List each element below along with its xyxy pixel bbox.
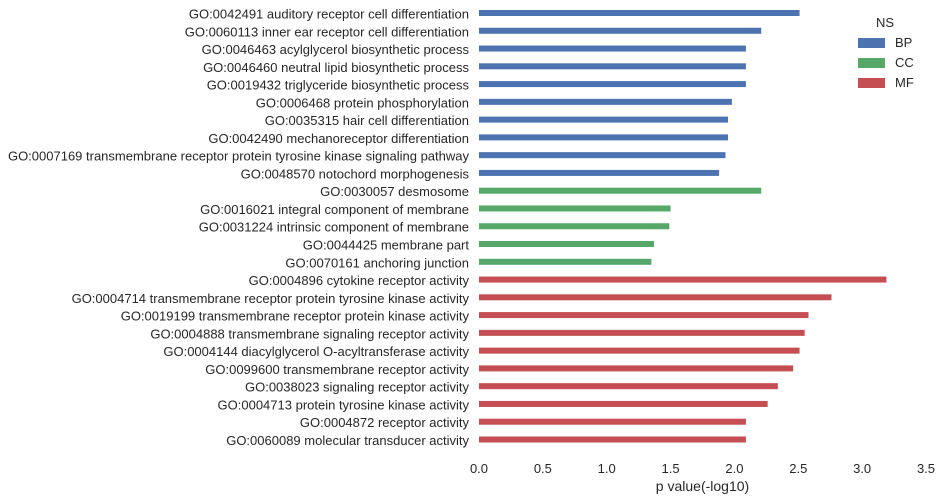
x-tick-label: 3.5 — [917, 461, 935, 476]
x-tick-label: 2.5 — [789, 461, 807, 476]
x-tick-label: 1.5 — [662, 461, 680, 476]
y-tick-label: GO:0006468 protein phosphorylation — [256, 95, 469, 110]
legend-swatch-bp — [858, 38, 885, 48]
y-tick-label: GO:0016021 integral component of membran… — [200, 202, 469, 217]
bar-cc — [479, 205, 671, 212]
x-tick-label: 0.5 — [534, 461, 552, 476]
bar-mf — [479, 276, 887, 283]
y-tick-label: GO:0004714 transmembrane receptor protei… — [72, 291, 470, 306]
y-tick-label: GO:0035315 hair cell differentiation — [265, 113, 469, 128]
bar-bp — [479, 169, 720, 176]
bar-mf — [479, 383, 778, 390]
y-tick-label: GO:0038023 signaling receptor activity — [245, 380, 470, 395]
bar-bp — [479, 134, 729, 141]
legend-label: MF — [895, 75, 914, 90]
y-tick-label: GO:0004872 receptor activity — [300, 415, 470, 430]
x-tick-label: 1.0 — [598, 461, 616, 476]
bar-bp — [479, 10, 800, 16]
y-tick-label: GO:0004896 cytokine receptor activity — [249, 273, 470, 288]
y-tick-label: GO:0019199 transmembrane receptor protei… — [121, 309, 470, 324]
bar-bp — [479, 63, 746, 70]
legend-label: BP — [895, 35, 912, 50]
bar-cc — [479, 223, 670, 230]
y-tick-label: GO:0019432 triglyceride biosynthetic pro… — [207, 78, 470, 93]
y-tick-label: GO:0048570 notochord morphogenesis — [241, 166, 470, 181]
y-tick-label: GO:0060089 molecular transducer activity — [226, 433, 469, 448]
y-tick-label: GO:0031224 intrinsic component of membra… — [199, 220, 469, 235]
bar-bp — [479, 116, 729, 123]
legend-title: NS — [876, 15, 894, 30]
y-tick-label: GO:0070161 anchoring junction — [285, 255, 469, 270]
bar-cc — [479, 241, 654, 248]
bar-cc — [479, 187, 762, 194]
x-tick-label: 2.0 — [725, 461, 743, 476]
bar-mf — [479, 400, 768, 407]
bar-bp — [479, 45, 746, 52]
bar-bp — [479, 98, 732, 105]
y-tick-label: GO:0007169 transmembrane receptor protei… — [8, 149, 470, 164]
bar-mf — [479, 329, 805, 336]
x-tick-label: 0.0 — [470, 461, 488, 476]
legend-swatch-cc — [858, 58, 885, 68]
y-tick-label: GO:0044425 membrane part — [303, 238, 470, 253]
x-axis-title: p value(-log10) — [656, 478, 749, 494]
x-tick-label: 3.0 — [853, 461, 871, 476]
bar-mf — [479, 294, 832, 301]
bar-mf — [479, 436, 746, 443]
x-axis: 0.0 0.5 1.0 1.5 2.0 2.5 3.0 3.5 — [470, 461, 935, 476]
legend-label: CC — [895, 55, 914, 70]
bar-bp — [479, 27, 762, 34]
y-tick-label: GO:0030057 desmosome — [320, 184, 469, 199]
y-tick-label: GO:0004888 transmembrane signaling recep… — [150, 326, 469, 341]
y-tick-label: GO:0004713 protein tyrosine kinase activ… — [218, 397, 470, 412]
legend: NS BP CC MF — [858, 15, 914, 90]
y-tick-label: GO:0004144 diacylglycerol O-acyltransfer… — [163, 344, 469, 359]
plot-area: GO:0042491 auditory receptor cell differ… — [8, 7, 887, 448]
legend-swatch-mf — [858, 78, 885, 88]
y-tick-label: GO:0060113 inner ear receptor cell diffe… — [185, 24, 469, 39]
y-tick-label: GO:0042490 mechanoreceptor differentiati… — [208, 131, 469, 146]
bar-mf — [479, 418, 746, 425]
bar-mf — [479, 347, 800, 354]
bar-mf — [479, 312, 809, 319]
bar-cc — [479, 258, 652, 265]
bar-bp — [479, 81, 746, 88]
y-tick-label: GO:0042491 auditory receptor cell differ… — [189, 7, 469, 22]
y-tick-label: GO:0046460 neutral lipid biosynthetic pr… — [203, 60, 469, 75]
y-tick-label: GO:0099600 transmembrane receptor activi… — [205, 362, 469, 377]
bar-mf — [479, 365, 794, 372]
bar-bp — [479, 152, 726, 159]
y-tick-label: GO:0046463 acylglycerol biosynthetic pro… — [202, 42, 470, 57]
